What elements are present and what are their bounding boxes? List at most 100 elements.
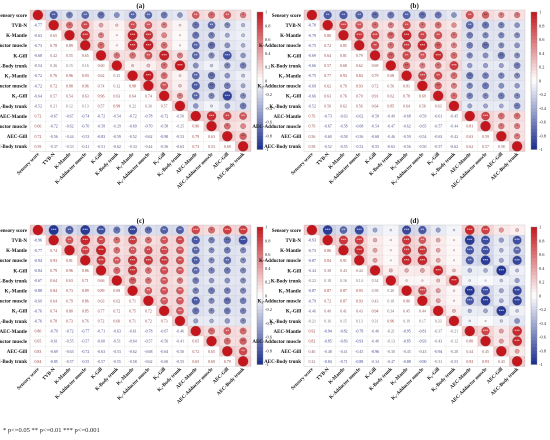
correlation-circle	[498, 237, 504, 243]
correlation-circle	[224, 32, 230, 38]
correlation-circle	[482, 82, 489, 90]
correlation-circle	[467, 62, 473, 69]
colorbar-segment	[257, 97, 263, 102]
correlation-value: 0.42	[50, 54, 57, 58]
significance-stars: *	[516, 125, 518, 129]
significance-stars: *	[226, 249, 228, 253]
column-label: K₁-Adductor muscle	[391, 367, 426, 402]
correlation-value: 0.79	[50, 269, 57, 273]
correlation-value: -0.59	[403, 135, 411, 139]
correlation-circle	[499, 298, 504, 304]
significance-stars: **	[147, 289, 151, 293]
correlation-panel-c: (c)Sensory score *** ** *** *** * *** ** ** ** ***…	[0, 217, 273, 405]
correlation-circle	[404, 268, 409, 273]
colorbar-segment	[531, 319, 537, 324]
correlation-value: -0.34	[371, 360, 379, 364]
significance-stars: *	[242, 94, 244, 98]
colorbar-segment	[257, 326, 263, 331]
correlation-circle	[208, 267, 215, 274]
correlation-value: 0.63	[66, 279, 73, 283]
panel-title: (b)	[410, 2, 419, 10]
colorbar-segment	[257, 254, 263, 259]
correlation-circle	[354, 30, 364, 40]
significance-stars: ***	[420, 259, 426, 263]
correlation-circle	[480, 255, 491, 266]
correlation-circle	[481, 286, 490, 296]
panel-title: (d)	[410, 217, 419, 225]
correlation-circle	[80, 225, 91, 235]
correlation-value: -0.54	[113, 115, 121, 119]
correlation-circle	[128, 276, 137, 285]
correlation-value: -0.47	[387, 360, 395, 364]
significance-stars: **	[342, 228, 346, 232]
colorbar-tick: -1	[539, 147, 543, 152]
correlation-circle	[467, 103, 473, 109]
correlation-circle	[208, 287, 215, 295]
correlation-value: 0.92	[308, 330, 315, 334]
row-label: TVB-N	[11, 239, 27, 244]
correlation-circle	[389, 228, 393, 232]
correlation-value: 0.74	[50, 309, 57, 313]
correlation-circle	[127, 285, 138, 296]
colorbar-segment	[531, 312, 537, 317]
colorbar-segment	[531, 63, 537, 68]
colorbar-segment	[531, 271, 537, 276]
correlation-circle	[240, 83, 246, 89]
correlation-circle	[176, 266, 184, 275]
correlation-circle	[417, 245, 427, 255]
colorbar-segment	[257, 281, 263, 286]
correlation-value: -0.45	[355, 350, 363, 354]
correlation-value: 0.62	[113, 299, 120, 303]
correlation-value: 0.57	[161, 104, 168, 108]
significance-stars: ***	[130, 228, 136, 232]
correlation-value: -0.64	[160, 350, 168, 354]
correlation-value: -0.94	[434, 350, 442, 354]
correlation-circle	[483, 308, 488, 314]
significance-stars: **	[162, 269, 166, 273]
correlation-circle	[127, 255, 138, 265]
significance-stars: ***	[83, 228, 89, 232]
correlation-value: 0.31	[372, 319, 379, 323]
significance-stars: *	[116, 249, 118, 253]
correlation-circle	[452, 289, 456, 292]
colorbar-segment	[531, 340, 537, 345]
correlation-value: -0.93	[355, 340, 363, 344]
correlation-value: -0.25	[176, 125, 184, 129]
correlation-circle	[464, 225, 475, 235]
correlation-circle	[80, 235, 91, 245]
correlation-circle	[208, 247, 215, 254]
colorbar-segment	[531, 132, 537, 136]
correlation-circle	[465, 296, 474, 305]
correlation-value: 0.86	[324, 249, 331, 253]
correlation-circle	[484, 320, 487, 322]
correlation-value: -0.66	[308, 94, 316, 98]
correlation-circle	[160, 286, 169, 295]
correlation-value: -0.87	[308, 259, 316, 263]
significance-stars: **	[194, 13, 198, 17]
row-label: K-Gill	[287, 54, 301, 59]
colorbar-segment	[531, 101, 537, 106]
correlation-circle	[113, 52, 120, 59]
significance-stars: **	[194, 54, 198, 58]
correlation-value: 0.84	[356, 74, 363, 78]
correlation-value: 0.56	[387, 84, 394, 88]
correlation-circle	[160, 296, 168, 305]
significance-stars: **	[162, 299, 166, 303]
significance-stars: *	[469, 44, 471, 48]
correlation-circle	[514, 32, 521, 39]
correlation-value: 0.18	[324, 279, 331, 283]
correlation-circle	[224, 246, 231, 254]
correlation-circle	[239, 112, 247, 120]
correlation-circle	[240, 11, 247, 19]
correlation-circle	[512, 296, 522, 306]
colorbar-tick: 0.8	[265, 238, 271, 243]
significance-stars: *	[390, 13, 392, 17]
significance-stars: **	[421, 54, 425, 58]
significance-stars: *	[179, 279, 181, 283]
significance-stars: *	[211, 34, 213, 38]
colorbar-tick: 1	[539, 10, 541, 15]
correlation-value: -0.62	[450, 145, 458, 149]
significance-stars: ***	[146, 74, 152, 78]
colorbar-segment	[257, 42, 263, 47]
correlation-value: -0.72	[129, 115, 137, 119]
